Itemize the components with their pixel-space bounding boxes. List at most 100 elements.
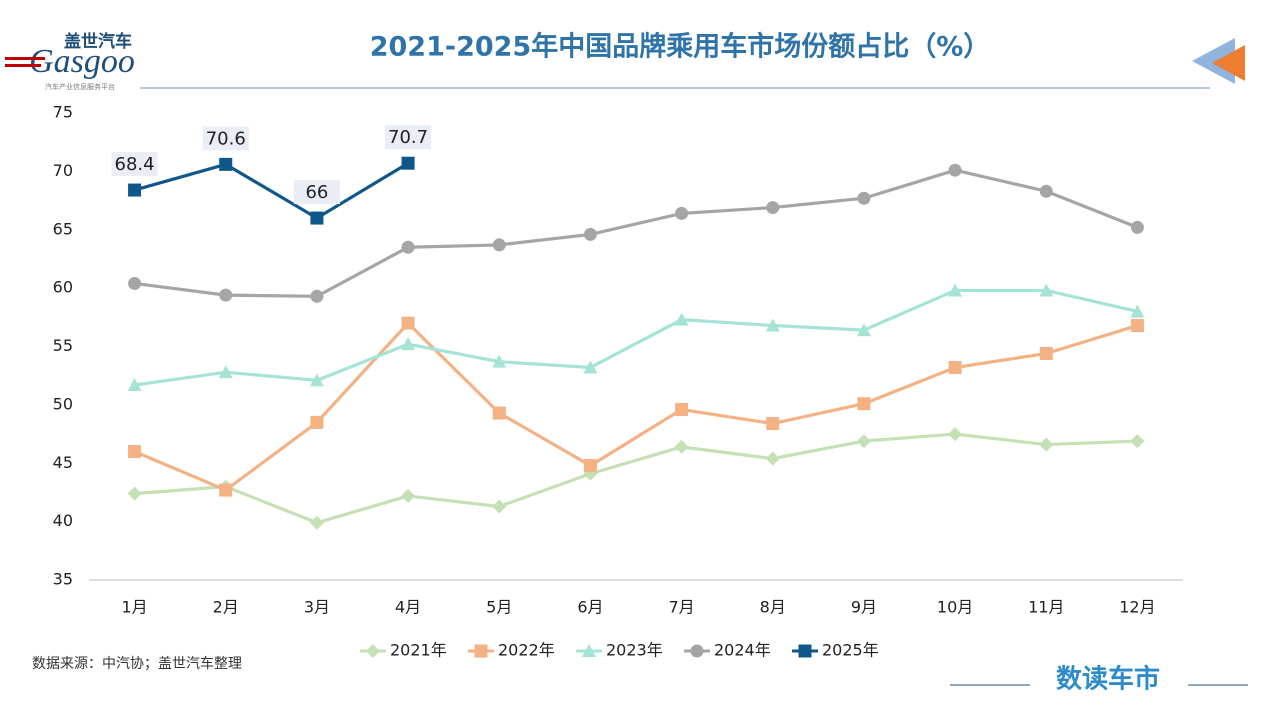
legend-label: 2022年 bbox=[498, 641, 555, 660]
source-note: 数据来源：中汽协；盖世汽车整理 bbox=[32, 655, 242, 672]
y-tick-label: 75 bbox=[53, 103, 73, 122]
data-label: 70.7 bbox=[388, 127, 428, 148]
y-tick-label: 45 bbox=[53, 453, 73, 472]
data-point bbox=[401, 488, 416, 503]
series-line bbox=[134, 161, 409, 220]
data-point bbox=[1039, 347, 1053, 361]
data-point bbox=[857, 191, 871, 205]
y-tick-label: 65 bbox=[53, 219, 73, 238]
legend-marker bbox=[690, 644, 704, 658]
logo-en: Gasgoo bbox=[29, 43, 135, 80]
arrow-icon bbox=[1212, 45, 1245, 81]
data-label-bg bbox=[385, 125, 432, 150]
chart-title: 2021-2025年中国品牌乘用车市场份额占比（%） bbox=[370, 31, 991, 63]
logo-stripe bbox=[5, 64, 41, 67]
data-point bbox=[583, 459, 597, 473]
data-point bbox=[1039, 184, 1053, 198]
data-point bbox=[310, 211, 324, 225]
y-tick-label: 55 bbox=[53, 336, 73, 355]
data-point bbox=[1130, 304, 1145, 318]
data-point bbox=[310, 289, 324, 303]
data-point bbox=[948, 361, 962, 375]
plot: 35 40 45 50 55 60 65 70 75 1月 2月 3月 4月 5月 6月 7月 8月 9月 10月 1… bbox=[53, 103, 1183, 660]
y-tick-label: 40 bbox=[53, 511, 73, 530]
data-point bbox=[219, 157, 233, 171]
data-label-bg bbox=[202, 126, 249, 151]
data-label: 66 bbox=[305, 182, 328, 203]
data-label: 70.6 bbox=[206, 128, 246, 149]
data-point bbox=[675, 403, 689, 417]
y-tick-label: 70 bbox=[53, 161, 73, 180]
x-tick-label: 6月 bbox=[577, 598, 603, 617]
data-point bbox=[492, 354, 507, 368]
data-point bbox=[310, 415, 324, 429]
legend-label: 2021年 bbox=[390, 641, 447, 660]
x-tick-label: 5月 bbox=[486, 598, 512, 617]
series-line bbox=[134, 288, 1138, 387]
x-tick-label: 7月 bbox=[668, 598, 694, 617]
series-line bbox=[133, 320, 1138, 492]
x-tick-label: 9月 bbox=[851, 598, 877, 617]
legend-marker bbox=[798, 644, 812, 658]
data-point bbox=[127, 486, 142, 501]
data-point bbox=[1130, 318, 1144, 332]
x-tick-label: 12月 bbox=[1119, 598, 1155, 617]
series-line bbox=[134, 168, 1139, 298]
data-label: 68.4 bbox=[115, 154, 155, 175]
data-point bbox=[127, 378, 142, 392]
data-point bbox=[765, 451, 780, 466]
data-point bbox=[1130, 220, 1144, 234]
x-tick-label: 4月 bbox=[395, 598, 421, 617]
data-point bbox=[674, 439, 689, 454]
legend-label: 2025年 bbox=[822, 641, 879, 660]
x-tick-label: 8月 bbox=[760, 598, 786, 617]
logo-cn: 盖世汽车 bbox=[64, 31, 132, 52]
legend-label: 2024年 bbox=[714, 641, 771, 660]
x-tick-label: 10月 bbox=[937, 598, 973, 617]
data-point bbox=[492, 499, 507, 514]
x-tick-label: 1月 bbox=[121, 598, 147, 617]
data-point bbox=[492, 238, 506, 252]
data-point bbox=[766, 201, 780, 215]
data-point bbox=[856, 323, 871, 337]
data-point bbox=[218, 365, 233, 379]
data-point bbox=[128, 445, 142, 459]
data-point bbox=[219, 483, 233, 497]
arrow-icon bbox=[1192, 38, 1235, 84]
data-point bbox=[948, 427, 963, 442]
data-point bbox=[1039, 437, 1054, 452]
y-tick-label: 60 bbox=[53, 278, 73, 297]
data-point bbox=[128, 276, 142, 290]
x-tick-label: 2月 bbox=[213, 598, 239, 617]
data-point bbox=[492, 406, 506, 420]
data-point bbox=[309, 373, 324, 387]
data-point bbox=[856, 434, 871, 449]
y-tick-label: 35 bbox=[53, 570, 73, 589]
data-point bbox=[401, 156, 415, 170]
data-point bbox=[401, 316, 415, 330]
data-point bbox=[857, 397, 871, 411]
data-point bbox=[948, 283, 963, 297]
legend-marker bbox=[474, 644, 488, 658]
data-label-bg bbox=[293, 180, 340, 205]
x-tick-label: 3月 bbox=[304, 598, 330, 617]
logo-stripe bbox=[5, 57, 45, 60]
data-point bbox=[583, 360, 598, 374]
data-point bbox=[309, 515, 324, 530]
brand: 数读车市 bbox=[1056, 664, 1160, 695]
x-tick-label: 11月 bbox=[1028, 598, 1064, 617]
data-point bbox=[128, 183, 142, 197]
data-point bbox=[401, 337, 416, 351]
legend-marker bbox=[366, 644, 380, 658]
legend-label: 2023年 bbox=[606, 641, 663, 660]
data-point bbox=[765, 318, 780, 332]
data-point bbox=[219, 288, 233, 302]
data-label-bg bbox=[111, 152, 158, 177]
logo-tagline: 汽车产业信息服务平台 bbox=[45, 82, 115, 91]
data-point bbox=[1039, 283, 1054, 297]
data-point bbox=[766, 417, 780, 431]
legend-marker bbox=[582, 644, 596, 657]
data-point bbox=[675, 206, 689, 220]
data-point bbox=[401, 240, 415, 254]
